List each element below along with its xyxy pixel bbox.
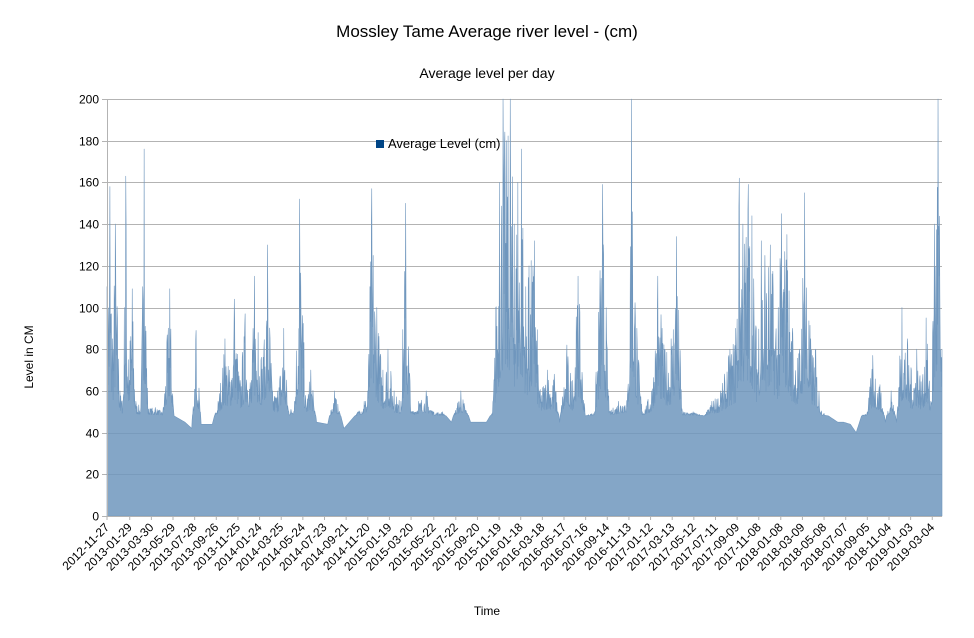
x-axis-label: Time [473,604,501,618]
legend-label: Average Level (cm) [388,136,501,151]
y-tick-label: 20 [86,468,100,482]
series-area [106,98,943,517]
chart-title: Mossley Tame Average river level - (cm) [336,22,638,41]
legend-swatch [376,139,384,148]
y-tick-label: 200 [79,93,99,107]
legend: Average Level (cm) [376,136,500,151]
y-tick-label: 140 [79,218,99,232]
y-tick-label: 100 [79,302,99,316]
y-tick-label: 120 [79,260,99,274]
y-tick-label: 80 [86,343,100,357]
y-tick-label: 160 [79,176,99,190]
y-tick-label: 0 [92,510,99,524]
y-tick-label: 180 [79,135,99,149]
chart-subtitle: Average level per day [419,65,555,81]
y-tick-label: 60 [86,385,100,399]
y-tick-label: 40 [86,427,100,441]
